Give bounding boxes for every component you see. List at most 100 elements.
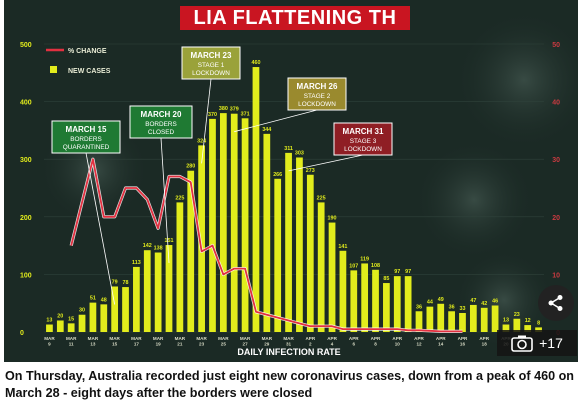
x-tick-label: 4 xyxy=(331,342,334,347)
bar-value-label: 33 xyxy=(459,306,465,312)
bar-value-label: 225 xyxy=(175,195,184,201)
x-tick-label: MAR xyxy=(44,336,55,341)
bar-value-label: 46 xyxy=(492,299,498,305)
gallery-button[interactable]: +17 xyxy=(497,330,577,356)
x-tick-label: 12 xyxy=(416,342,422,347)
annotation-box xyxy=(181,46,241,80)
y2-tick-label: 20 xyxy=(552,215,560,222)
bar-value-label: 311 xyxy=(284,146,293,152)
x-tick-label: 16 xyxy=(460,342,466,347)
x-tick-label: MAR xyxy=(66,336,77,341)
bar xyxy=(317,202,325,332)
bar xyxy=(187,170,195,332)
bar-value-label: 30 xyxy=(79,308,85,314)
y2-tick-label: 30 xyxy=(552,157,560,164)
x-tick-label: 17 xyxy=(134,342,140,347)
y-tick-label: 500 xyxy=(20,42,32,49)
annotation-box xyxy=(287,77,347,111)
x-tick-label: APR xyxy=(327,336,337,341)
annotation-line3: LOCKDOWN xyxy=(192,70,230,77)
bar-value-label: 48 xyxy=(101,297,107,303)
legend-change-label: % CHANGE xyxy=(68,48,107,55)
y-tick-label: 100 xyxy=(20,272,32,279)
bar-value-label: 303 xyxy=(295,150,304,156)
bar-value-label: 460 xyxy=(251,60,260,66)
x-tick-label: 8 xyxy=(374,342,377,347)
bar xyxy=(524,325,532,332)
bar xyxy=(209,118,216,332)
bar-value-label: 13 xyxy=(503,318,509,324)
x-tick-label: APR xyxy=(305,336,315,341)
bar xyxy=(415,311,423,332)
x-tick-label: MAR xyxy=(131,336,142,341)
headline-banner: LIA FLATTENING TH xyxy=(180,6,410,30)
x-tick-label: 18 xyxy=(482,342,488,347)
annotation-box xyxy=(129,105,193,139)
bar-value-label: 47 xyxy=(470,298,476,304)
x-tick-label: MAR xyxy=(218,336,229,341)
x-tick-label: 6 xyxy=(353,342,356,347)
bar-value-label: 113 xyxy=(132,260,141,266)
bar-value-label: 97 xyxy=(394,269,400,275)
x-tick-label: 10 xyxy=(395,342,401,347)
x-tick-label: 2 xyxy=(309,342,312,347)
x-tick-label: 23 xyxy=(199,342,205,347)
bar xyxy=(111,286,119,332)
annotation-line2: STAGE 3 xyxy=(350,138,377,145)
bar xyxy=(306,174,314,332)
bar-value-label: 141 xyxy=(338,244,347,250)
bar xyxy=(89,302,97,332)
bar-value-label: 273 xyxy=(306,168,315,174)
bar xyxy=(230,113,238,332)
bar xyxy=(480,307,488,332)
bar xyxy=(252,67,260,332)
bar-value-label: 15 xyxy=(68,316,74,322)
bar xyxy=(285,152,292,332)
bar-value-label: 266 xyxy=(273,172,282,178)
x-tick-label: APR xyxy=(479,336,489,341)
bar xyxy=(56,320,64,332)
pct-change-line xyxy=(69,157,463,333)
annotation-line3: QUARANTINED xyxy=(63,144,110,151)
bar xyxy=(219,113,227,333)
annotation-date: MARCH 31 xyxy=(343,127,384,136)
bar xyxy=(393,276,401,332)
x-tick-label: MAR xyxy=(196,336,207,341)
caption: On Thursday, Australia recorded just eig… xyxy=(5,369,574,400)
bar xyxy=(296,157,303,332)
chart: 0 100 200 300 400 500 0 10 20 30 40 50 13 20 15 30 51 4… xyxy=(20,10,578,357)
gallery-count: +17 xyxy=(539,335,563,351)
bar xyxy=(241,118,249,332)
annotation-box xyxy=(51,120,121,154)
x-tick-label: 31 xyxy=(286,342,292,347)
bar xyxy=(535,327,542,332)
x-axis-label: DAILY INFECTION RATE xyxy=(237,347,340,357)
bar xyxy=(372,269,379,332)
bar xyxy=(491,305,499,332)
bar xyxy=(426,306,434,332)
annotation-line2: BORDERS xyxy=(70,136,102,143)
y2-tick-label: 50 xyxy=(552,42,560,49)
bar-value-label: 138 xyxy=(154,246,163,252)
x-tick-label: APR xyxy=(392,336,402,341)
chart-image: 0 100 200 300 400 500 0 10 20 30 40 50 13 20 15 30 51 4… xyxy=(4,0,578,362)
x-tick-label: 9 xyxy=(48,342,51,347)
bar-value-label: 42 xyxy=(481,301,487,307)
y-tick-label: 300 xyxy=(20,157,32,164)
bar xyxy=(383,283,390,332)
x-tick-label: MAR xyxy=(262,336,273,341)
x-tick-label: APR xyxy=(414,336,424,341)
share-button[interactable] xyxy=(538,285,574,321)
annotation-date: MARCH 26 xyxy=(297,82,338,91)
x-tick-label: APR xyxy=(436,336,446,341)
camera-icon xyxy=(511,335,533,352)
x-tick-label: 25 xyxy=(221,342,227,347)
annotation-box xyxy=(333,122,393,156)
bar xyxy=(46,324,53,332)
bar-value-label: 79 xyxy=(112,279,118,285)
bar-value-label: 107 xyxy=(349,263,358,269)
bar-value-label: 280 xyxy=(186,164,195,170)
x-tick-label: MAR xyxy=(153,336,164,341)
